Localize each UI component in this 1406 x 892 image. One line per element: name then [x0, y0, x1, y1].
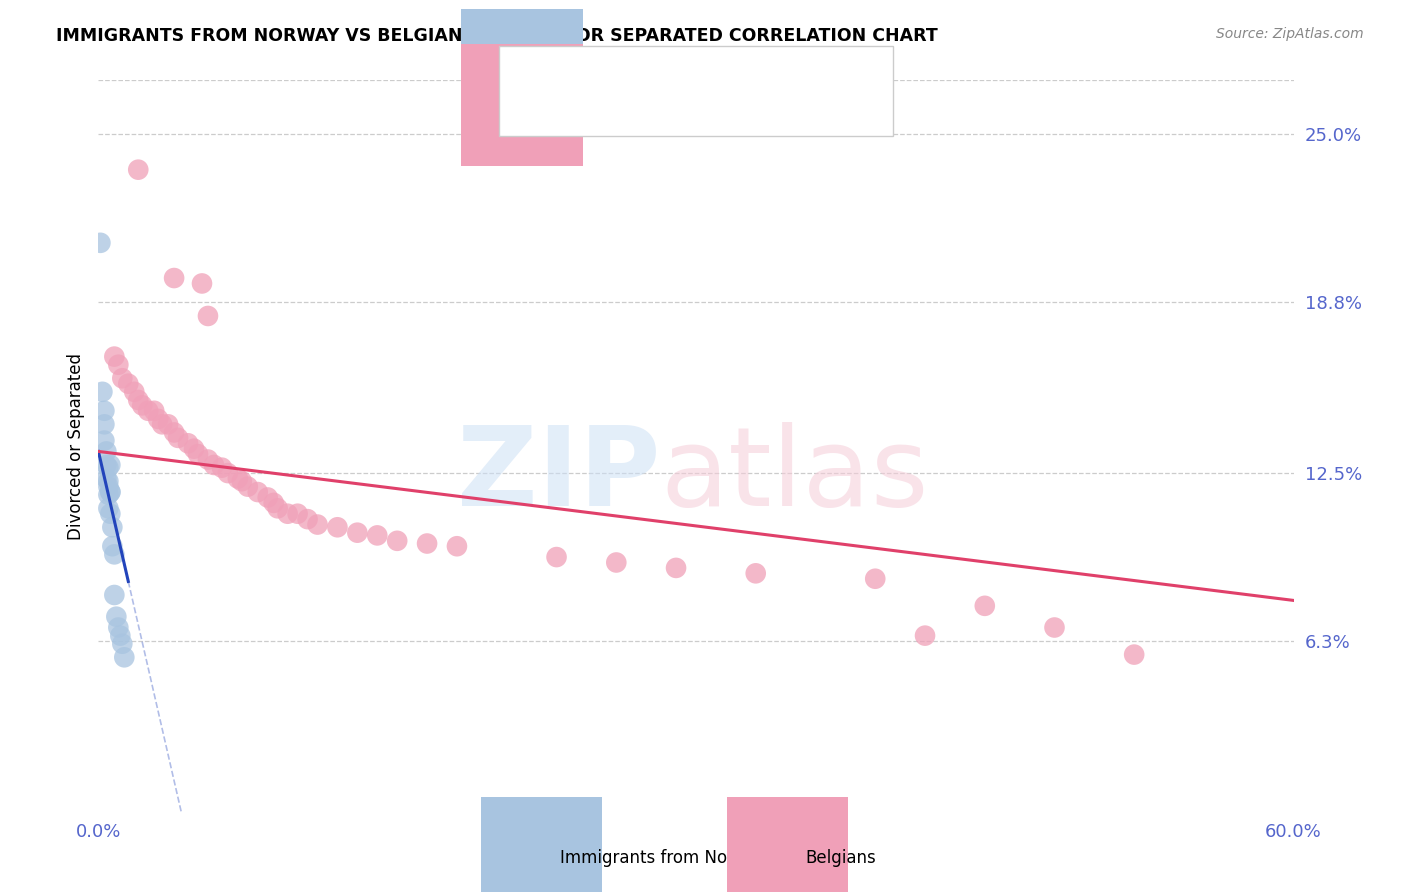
Text: Immigrants from Norway: Immigrants from Norway	[560, 849, 768, 867]
Point	[103, 547, 125, 561]
Point	[98, 485, 122, 500]
Point	[103, 350, 125, 364]
Point	[96, 444, 118, 458]
Point	[183, 442, 205, 456]
Point	[93, 434, 115, 448]
Point	[143, 404, 166, 418]
Point	[96, 458, 118, 472]
Point	[89, 235, 111, 250]
Text: R =: R =	[546, 96, 582, 114]
Point	[256, 491, 278, 505]
Text: -0.412: -0.412	[574, 61, 633, 78]
Point	[546, 550, 568, 565]
Point	[1123, 648, 1146, 662]
Point	[127, 162, 149, 177]
Point	[263, 496, 285, 510]
Point	[191, 277, 214, 291]
Text: Source: ZipAtlas.com: Source: ZipAtlas.com	[1216, 27, 1364, 41]
Point	[236, 480, 259, 494]
Point	[163, 425, 186, 440]
Point	[246, 485, 269, 500]
Point	[163, 271, 186, 285]
Text: IMMIGRANTS FROM NORWAY VS BELGIAN DIVORCED OR SEPARATED CORRELATION CHART: IMMIGRANTS FROM NORWAY VS BELGIAN DIVORC…	[56, 27, 938, 45]
Point	[187, 447, 209, 461]
Point	[346, 525, 368, 540]
Point	[97, 474, 120, 488]
Point	[97, 460, 120, 475]
Point	[157, 417, 180, 432]
Point	[297, 512, 319, 526]
Point	[277, 507, 299, 521]
Point	[307, 517, 329, 532]
Point	[103, 588, 125, 602]
Point	[973, 599, 995, 613]
Point	[117, 376, 139, 391]
Point	[98, 507, 122, 521]
Point	[148, 412, 170, 426]
Point	[93, 404, 115, 418]
Point	[91, 384, 114, 399]
Point	[101, 539, 124, 553]
Point	[97, 480, 120, 494]
Point	[665, 561, 688, 575]
Point	[111, 371, 134, 385]
Point	[446, 539, 468, 553]
Point	[167, 431, 190, 445]
Point	[98, 458, 122, 472]
Text: 26: 26	[661, 61, 683, 78]
Point	[177, 436, 200, 450]
Point	[197, 309, 219, 323]
Point	[107, 358, 129, 372]
Y-axis label: Divorced or Separated: Divorced or Separated	[66, 352, 84, 540]
Point	[416, 536, 439, 550]
Point	[385, 533, 409, 548]
Point	[326, 520, 349, 534]
Point	[605, 556, 627, 570]
Point	[231, 474, 253, 488]
Text: atlas: atlas	[661, 422, 928, 529]
Point	[107, 620, 129, 634]
Point	[267, 501, 290, 516]
Point	[287, 507, 309, 521]
Point	[136, 404, 159, 418]
Point	[131, 398, 153, 412]
Point	[97, 501, 120, 516]
Text: R =: R =	[546, 61, 582, 78]
Point	[745, 566, 768, 581]
Point	[98, 485, 122, 500]
Text: -0.383: -0.383	[574, 96, 633, 114]
Text: 51: 51	[661, 96, 683, 114]
Point	[97, 488, 120, 502]
Point	[150, 417, 173, 432]
Point	[202, 458, 225, 472]
Point	[111, 637, 134, 651]
Point	[93, 417, 115, 432]
Text: ZIP: ZIP	[457, 422, 661, 529]
Point	[914, 629, 936, 643]
Point	[1043, 620, 1066, 634]
Point	[112, 650, 135, 665]
Point	[865, 572, 887, 586]
Text: N =: N =	[633, 61, 669, 78]
Point	[211, 460, 233, 475]
Point	[226, 471, 249, 485]
Point	[105, 609, 128, 624]
Point	[197, 452, 219, 467]
Text: Belgians: Belgians	[806, 849, 876, 867]
Point	[110, 629, 132, 643]
Point	[124, 384, 146, 399]
Point	[127, 392, 149, 407]
Point	[96, 471, 118, 485]
Text: N =: N =	[633, 96, 669, 114]
Point	[217, 466, 239, 480]
Point	[101, 520, 124, 534]
Point	[366, 528, 388, 542]
